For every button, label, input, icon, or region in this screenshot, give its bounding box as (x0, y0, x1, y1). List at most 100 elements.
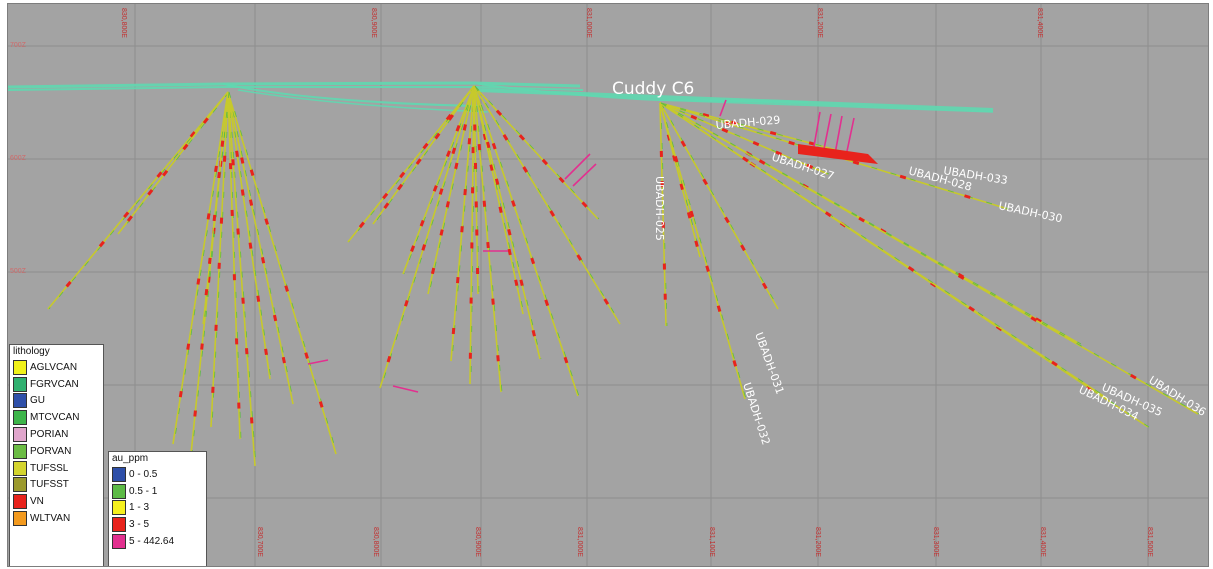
assay-interval (123, 211, 130, 219)
collar-line (8, 81, 581, 89)
drillhole-trace (227, 91, 256, 467)
assay-interval (1051, 360, 1058, 367)
drillhole-trace-green (474, 85, 622, 325)
drillhole-trace (659, 102, 667, 327)
high-grade-spike (307, 359, 329, 365)
assay-interval (212, 214, 217, 222)
assay-interval (824, 211, 832, 218)
assay-interval (98, 240, 105, 248)
drillhole-trace (227, 91, 294, 405)
assay-interval (1030, 316, 1038, 322)
assay-interval (1086, 385, 1093, 392)
assay-interval (281, 356, 286, 364)
au-ppm-legend-label: 3 - 5 (129, 519, 150, 531)
drillhole-trace-green (48, 91, 230, 310)
drillhole-trace (473, 85, 599, 220)
lithology-legend-swatch (13, 427, 27, 443)
au-ppm-legend: au_ppm 0 - 0.5 0.5 - 1 1 - 3 3 - 5 5 - 442.6… (108, 451, 207, 566)
drillhole-trace (659, 102, 1109, 400)
drillhole-trace (379, 85, 475, 389)
assay-interval (486, 241, 490, 249)
au-ppm-legend-swatch (112, 483, 126, 499)
bottom-easting-label: 830,800E (372, 527, 379, 557)
assay-interval (162, 169, 169, 177)
assay-interval (995, 325, 1003, 332)
assay-interval (723, 121, 731, 126)
drillhole-trace (473, 85, 502, 393)
assay-interval (419, 219, 425, 227)
au-ppm-legend-label: 0 - 0.5 (129, 468, 158, 480)
assay-interval (491, 298, 495, 305)
drillhole-trace (47, 91, 229, 310)
bottom-easting-label: 831,100E (708, 527, 715, 557)
assay-interval (522, 166, 529, 173)
rl-label: 500Z (10, 268, 27, 275)
assay-interval (248, 242, 253, 249)
drillhole-trace (659, 102, 1199, 415)
assay-interval (448, 114, 455, 121)
drillhole-trace-green (660, 102, 668, 327)
assay-interval (434, 132, 441, 140)
assay-interval (716, 305, 722, 312)
au-ppm-legend-label: 0.5 - 1 (129, 485, 158, 497)
assay-interval (193, 410, 197, 417)
drillhole-trace (372, 85, 475, 225)
section-view[interactable]: 830,800E 830,900E 831,000E 831,200E 831,400E… (7, 3, 1209, 567)
top-easting-label: 831,400E (1036, 8, 1043, 38)
lithology-legend-swatch (13, 511, 27, 527)
lithology-legend-label: GU (30, 395, 45, 407)
assay-interval (462, 124, 467, 131)
assay-interval (430, 267, 436, 275)
high-grade-spike (564, 153, 591, 180)
lithology-legend: lithology AGLVCAN FGRVCAN GU MTCVCAN PORIAN P… (9, 344, 104, 566)
collar-line (237, 89, 489, 113)
assay-interval (852, 160, 860, 166)
assay-interval (235, 150, 239, 157)
high-grade-spike (719, 99, 727, 117)
assay-interval (769, 130, 777, 136)
assay-interval (549, 210, 556, 217)
assay-interval (603, 298, 610, 305)
assay-interval (858, 216, 866, 223)
assay-interval (202, 117, 209, 124)
collar-line (8, 86, 584, 91)
lithology-legend-swatch (13, 460, 27, 476)
assay-interval (256, 295, 261, 302)
top-easting-label: 831,000E (585, 8, 592, 38)
assay-interval (530, 257, 536, 265)
lithology-legend-label: PORVAN (30, 445, 72, 457)
lithology-legend-label: VN (30, 496, 44, 508)
drillhole-trace (659, 102, 829, 175)
drillhole-trace (210, 91, 229, 428)
assay-interval (581, 201, 588, 208)
drillhole-trace-green (173, 91, 230, 445)
au-ppm-legend-swatch (112, 517, 126, 533)
assay-interval (732, 360, 738, 367)
au-ppm-legend-swatch (112, 500, 126, 516)
drillhole-trace (202, 91, 229, 325)
assay-interval (240, 157, 245, 164)
assay-interval (489, 164, 494, 171)
section-plot: 830,800E 830,900E 831,000E 831,200E 831,400E… (8, 4, 1208, 566)
lithology-legend-item: GU (10, 393, 103, 410)
assay-interval (486, 141, 491, 149)
assay-interval (220, 140, 225, 147)
lithology-legend-item: TUFSST (10, 477, 103, 494)
assay-interval (964, 194, 971, 199)
drillhole-trace (473, 85, 479, 295)
hole-label: UBADH-031 (752, 331, 786, 396)
lithology-legend-swatch (13, 494, 27, 510)
drillhole-trace-green (474, 85, 542, 360)
assay-interval (421, 244, 427, 251)
assay-interval (206, 213, 211, 220)
drillhole-trace-green (474, 85, 580, 397)
assay-interval (1129, 373, 1137, 380)
assay-interval (879, 228, 887, 234)
assay-interval (689, 210, 695, 218)
assay-interval (451, 147, 457, 155)
drillhole-traces (47, 85, 1200, 467)
assay-interval (957, 274, 965, 280)
assay-interval (249, 169, 255, 177)
collar-line (477, 83, 809, 103)
drillhole-trace (473, 85, 541, 360)
